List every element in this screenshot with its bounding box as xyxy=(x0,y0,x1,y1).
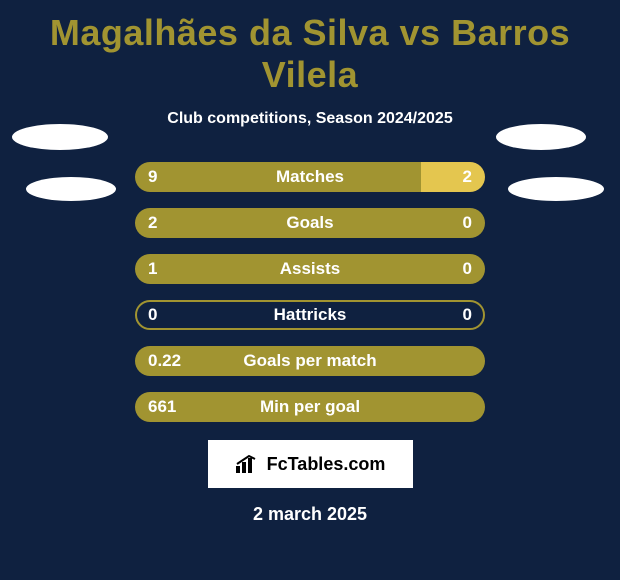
ellipse-right-top xyxy=(496,124,586,150)
comparison-rows: Matches92 Goals20 Assists10 Hattricks00 Goal… xyxy=(0,162,620,422)
bar-track xyxy=(135,392,485,422)
stat-row: Matches92 xyxy=(0,162,620,192)
page-title: Magalhães da Silva vs Barros Vilela xyxy=(0,12,620,96)
logo-chart-icon xyxy=(235,454,261,474)
bar-left xyxy=(135,392,485,422)
comparison-infographic: Magalhães da Silva vs Barros Vilela Club… xyxy=(0,0,620,580)
bar-track xyxy=(135,208,485,238)
bar-left xyxy=(135,208,485,238)
logo-box: FcTables.com xyxy=(208,440,413,488)
bar-track xyxy=(135,254,485,284)
stat-row: Assists10 xyxy=(0,254,620,284)
bar-left xyxy=(135,254,485,284)
bar-right xyxy=(421,162,485,192)
bar-left xyxy=(135,162,421,192)
logo-text: FcTables.com xyxy=(267,454,386,475)
stat-row: Min per goal661 xyxy=(0,392,620,422)
stat-row: Hattricks00 xyxy=(0,300,620,330)
bar-track xyxy=(135,300,485,330)
ellipse-left-top xyxy=(12,124,108,150)
stat-row: Goals20 xyxy=(0,208,620,238)
bar-track xyxy=(135,162,485,192)
bar-left xyxy=(135,346,485,376)
bar-track xyxy=(135,346,485,376)
date: 2 march 2025 xyxy=(0,504,620,525)
stat-row: Goals per match0.22 xyxy=(0,346,620,376)
